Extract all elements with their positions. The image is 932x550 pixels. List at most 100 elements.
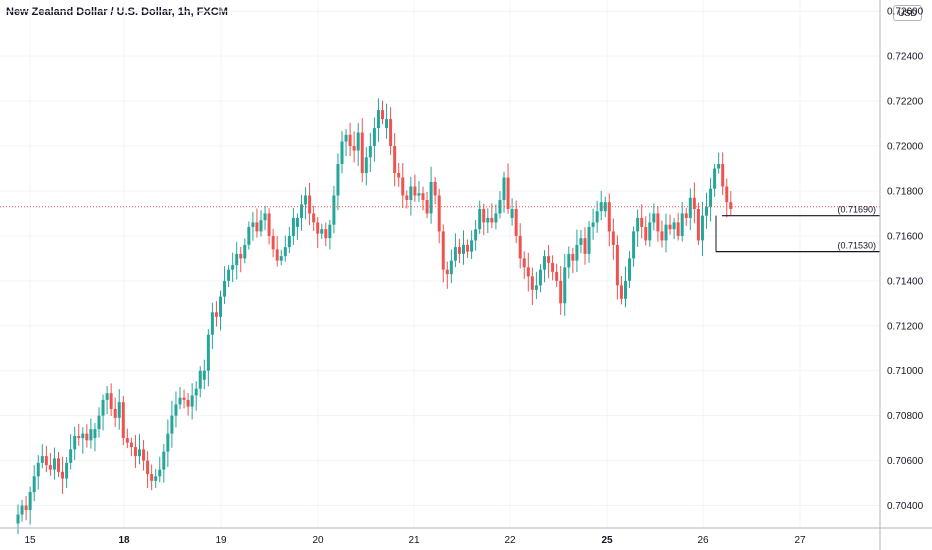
- candle-body: [611, 231, 615, 245]
- candle-body: [52, 458, 56, 470]
- candle-body: [599, 202, 603, 212]
- candle-body: [709, 188, 713, 207]
- candle-body: [587, 226, 591, 254]
- candle-body: [417, 193, 421, 196]
- candle-body: [368, 146, 372, 158]
- y-tick-label: 0.70600: [887, 456, 924, 467]
- candle-body: [668, 224, 672, 230]
- candle-body: [324, 229, 328, 239]
- candle-body: [636, 217, 640, 232]
- candle-body: [263, 213, 267, 221]
- candle-body: [170, 415, 174, 434]
- candle-body: [340, 141, 344, 165]
- candle-body: [364, 157, 368, 174]
- candle-body: [591, 222, 595, 227]
- candle-body: [692, 197, 696, 209]
- candle-body: [24, 505, 28, 511]
- candle-body: [129, 442, 133, 448]
- candle-body: [466, 244, 470, 252]
- x-tick-label: 25: [601, 535, 613, 546]
- candle-body: [381, 110, 384, 120]
- candle-body: [494, 213, 498, 223]
- candle-body: [705, 206, 708, 216]
- candles: [16, 98, 733, 535]
- candle-body: [97, 415, 101, 430]
- candle-body: [672, 222, 676, 230]
- candle-body: [154, 476, 158, 481]
- candle-body: [332, 195, 336, 225]
- candle-body: [77, 435, 81, 439]
- candle-body: [385, 119, 389, 129]
- candle-body: [133, 447, 137, 457]
- candle-body: [449, 260, 453, 275]
- candle-body: [206, 334, 210, 371]
- candle-body: [482, 208, 486, 223]
- candle-body: [352, 146, 356, 151]
- x-tick-label: 18: [118, 535, 130, 546]
- candle-body: [194, 388, 198, 396]
- candle-body: [57, 458, 60, 472]
- candle-body: [700, 215, 704, 241]
- candle-body: [328, 224, 332, 239]
- candle-body: [457, 247, 461, 254]
- candle-body: [405, 195, 409, 200]
- candle-body: [348, 134, 352, 147]
- candle-body: [632, 231, 636, 259]
- candle-body: [559, 280, 563, 304]
- candle-body: [372, 128, 376, 147]
- candle-body: [158, 469, 162, 477]
- candle-body: [510, 208, 514, 218]
- candle-body: [93, 429, 97, 439]
- candle-body: [20, 505, 24, 515]
- candle-body: [652, 213, 656, 223]
- candle-body: [360, 132, 364, 174]
- y-tick-label: 0.72200: [887, 97, 924, 108]
- candle-body: [615, 244, 619, 286]
- candle-body: [575, 244, 579, 261]
- x-tick-label: 20: [312, 535, 324, 546]
- candle-body: [202, 370, 206, 380]
- candle-body: [401, 177, 405, 196]
- currency-badge[interactable]: USD: [893, 5, 922, 21]
- candle-body: [688, 197, 692, 218]
- candle-body: [514, 208, 518, 236]
- candle-body: [684, 213, 688, 218]
- candle-body: [227, 269, 231, 281]
- candle-body: [389, 119, 393, 147]
- candle-body: [48, 465, 52, 470]
- candle-body: [425, 199, 429, 214]
- candle-body: [32, 476, 36, 493]
- candle-body: [279, 256, 283, 261]
- candle-body: [437, 195, 441, 232]
- candle-body: [502, 177, 506, 200]
- candle-body: [308, 195, 312, 214]
- candle-body: [243, 244, 247, 259]
- candle-body: [567, 253, 571, 268]
- x-tick-label: 21: [408, 535, 420, 546]
- candle-body: [239, 253, 243, 259]
- candle-body: [624, 280, 627, 299]
- candle-body: [640, 217, 644, 227]
- candle-body: [16, 514, 20, 524]
- y-tick-label: 0.70800: [887, 411, 924, 422]
- candle-body: [547, 256, 551, 263]
- x-tick-label: 22: [504, 535, 516, 546]
- candle-body: [725, 186, 729, 203]
- candle-body: [89, 429, 93, 441]
- y-tick-label: 0.71400: [887, 276, 924, 287]
- candle-body: [648, 222, 652, 241]
- candle-body: [660, 231, 664, 241]
- candle-body: [65, 462, 69, 479]
- candle-body: [538, 269, 542, 286]
- price-level-label: (0.71530): [837, 241, 876, 251]
- candle-body: [81, 433, 85, 439]
- candle-body: [178, 397, 182, 405]
- y-tick-label: 0.72000: [887, 142, 924, 153]
- candle-body: [445, 269, 449, 275]
- candle-body: [356, 132, 360, 151]
- candle-body: [146, 460, 150, 475]
- candle-body: [421, 193, 425, 200]
- candle-body: [190, 395, 194, 407]
- candle-body: [40, 456, 44, 463]
